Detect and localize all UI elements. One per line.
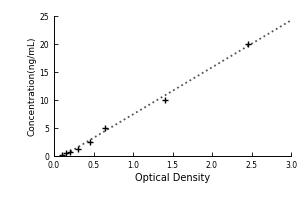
Y-axis label: Concentration(ng/mL): Concentration(ng/mL) [28, 36, 37, 136]
X-axis label: Optical Density: Optical Density [135, 173, 210, 183]
